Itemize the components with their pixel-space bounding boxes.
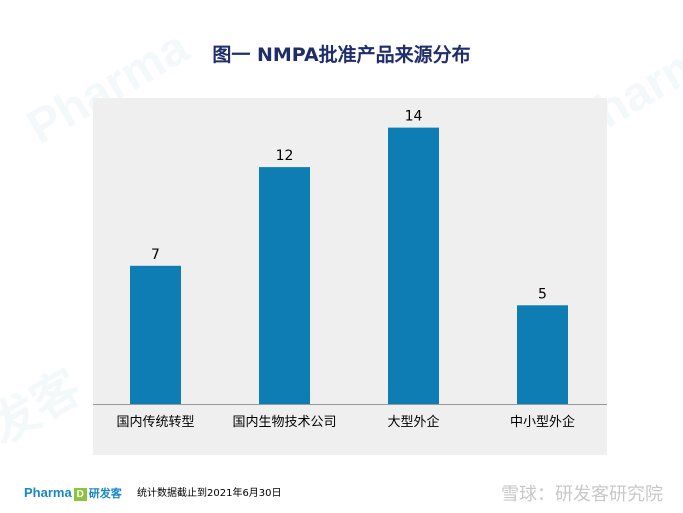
x-tick-label: 国内生物技术公司 xyxy=(232,414,336,430)
logo-text: Pharma xyxy=(24,485,72,500)
logo-cn: 研发客 xyxy=(88,488,122,500)
brand-logo: Pharma D 研发客 xyxy=(24,485,122,501)
bar xyxy=(259,167,310,404)
chart-title: 图一 NMPA批准产品来源分布 xyxy=(212,44,471,66)
bar xyxy=(388,127,439,404)
x-tick-label: 中小型外企 xyxy=(510,414,575,430)
data-label: 5 xyxy=(538,286,547,302)
x-tick-label: 大型外企 xyxy=(387,414,439,430)
bar xyxy=(130,265,181,404)
logo-mark: D xyxy=(73,488,87,501)
data-note: 统计数据截止到2021年6月30日 xyxy=(137,488,282,499)
x-tick-label: 国内传统转型 xyxy=(116,414,194,430)
bar xyxy=(517,305,568,404)
data-label: 12 xyxy=(276,148,294,164)
data-label: 7 xyxy=(151,247,160,263)
data-label: 14 xyxy=(405,109,423,125)
source-watermark: 雪球：研发客研究院 xyxy=(501,484,663,505)
